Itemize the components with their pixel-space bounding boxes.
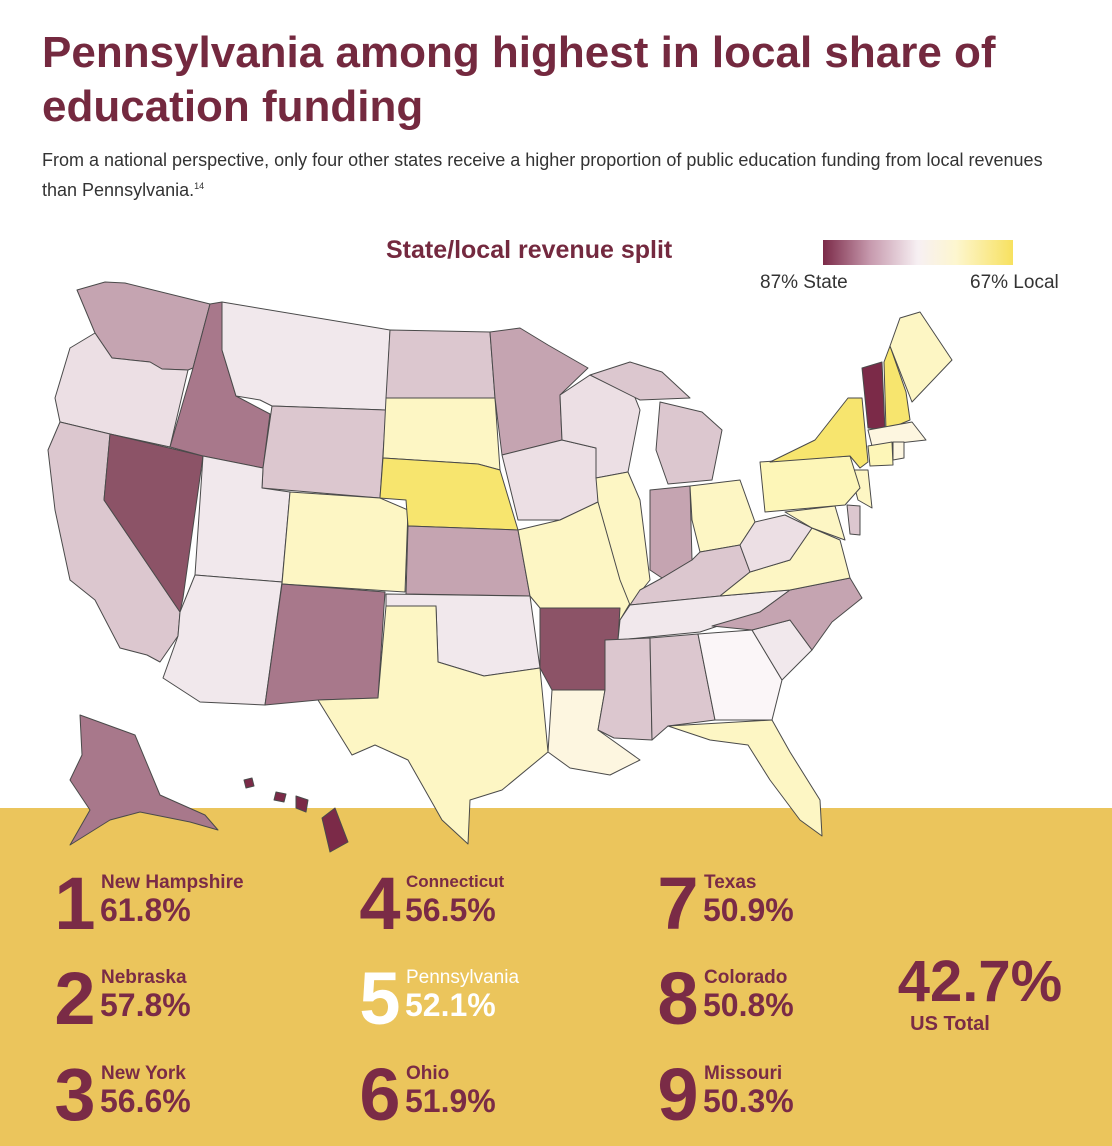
state-alaska	[69, 714, 219, 846]
state-north-carolina	[711, 577, 863, 651]
rank-state: Missouri	[704, 1063, 783, 1084]
state-hawaii-main	[321, 807, 349, 853]
rank-number: 9	[657, 1053, 699, 1136]
page-subtitle: From a national perspective, only four o…	[42, 145, 1052, 205]
rank-percent: 50.3%	[703, 1083, 794, 1119]
state-maryland	[784, 505, 846, 541]
state-michigan-upper	[589, 361, 691, 401]
state-maine	[889, 311, 953, 403]
footnote-marker: 14	[194, 181, 205, 191]
state-hawaii-maui	[295, 795, 309, 813]
state-hawaii-kauai	[243, 777, 255, 789]
page-title: Pennsylvania among highest in local shar…	[42, 28, 996, 131]
rank-number: 8	[657, 957, 699, 1040]
state-florida	[667, 719, 823, 837]
rank-percent: 61.8%	[100, 892, 191, 928]
rank-number: 3	[54, 1053, 96, 1136]
state-vermont	[861, 361, 886, 431]
state-wyoming	[261, 405, 387, 499]
rank-percent: 56.5%	[405, 892, 496, 928]
rank-state: New Hampshire	[101, 872, 244, 893]
state-michigan-lower	[655, 401, 723, 485]
state-connecticut	[867, 441, 894, 467]
subtitle-text: From a national perspective, only four o…	[42, 150, 1043, 200]
rank-state: Nebraska	[101, 967, 187, 988]
state-colorado	[281, 491, 409, 593]
rank-percent: 51.9%	[405, 1083, 496, 1119]
state-idaho	[169, 301, 271, 469]
state-new-york	[769, 397, 869, 469]
state-texas	[317, 605, 549, 845]
rank-number: 6	[359, 1053, 401, 1136]
state-massachusetts	[867, 421, 927, 447]
legend-gradient-bar	[823, 240, 1013, 265]
rank-state: Pennsylvania	[406, 967, 520, 988]
state-nevada	[103, 433, 204, 613]
rank-number: 7	[657, 862, 699, 945]
legend-high-label: 67% Local	[970, 272, 1059, 293]
rank-number: 4	[359, 862, 401, 945]
state-alabama	[649, 633, 716, 741]
rank-state: Colorado	[704, 967, 788, 988]
us-total-label: US Total	[910, 1013, 990, 1035]
rank-percent: 50.8%	[703, 987, 794, 1023]
state-kansas	[405, 525, 531, 597]
rank-number: 5	[359, 957, 401, 1040]
state-mississippi	[597, 637, 653, 741]
rank-state: Ohio	[406, 1063, 450, 1084]
legend-title: State/local revenue split	[386, 236, 673, 264]
rank-percent: 57.8%	[100, 987, 191, 1023]
rank-state: New York	[101, 1063, 186, 1084]
state-new-hampshire	[883, 345, 911, 431]
state-delaware	[846, 504, 861, 536]
rank-percent: 52.1%	[405, 987, 496, 1023]
rank-number: 1	[54, 862, 96, 945]
rankings-band	[0, 808, 1112, 1146]
state-iowa	[501, 439, 599, 521]
state-hawaii-oahu	[273, 791, 287, 803]
state-montana	[221, 301, 391, 411]
legend-low-label: 87% State	[760, 272, 848, 293]
rank-state: Connecticut	[406, 872, 505, 891]
rank-percent: 50.9%	[703, 892, 794, 928]
rank-percent: 56.6%	[100, 1083, 191, 1119]
state-georgia	[697, 629, 783, 721]
state-north-dakota	[385, 329, 496, 399]
state-new-mexico	[264, 583, 386, 706]
state-rhode-island	[892, 441, 905, 461]
rank-state: Texas	[704, 872, 757, 893]
us-total-value: 42.7%	[897, 949, 1063, 1014]
state-pennsylvania	[759, 455, 861, 513]
rank-number: 2	[54, 957, 96, 1040]
